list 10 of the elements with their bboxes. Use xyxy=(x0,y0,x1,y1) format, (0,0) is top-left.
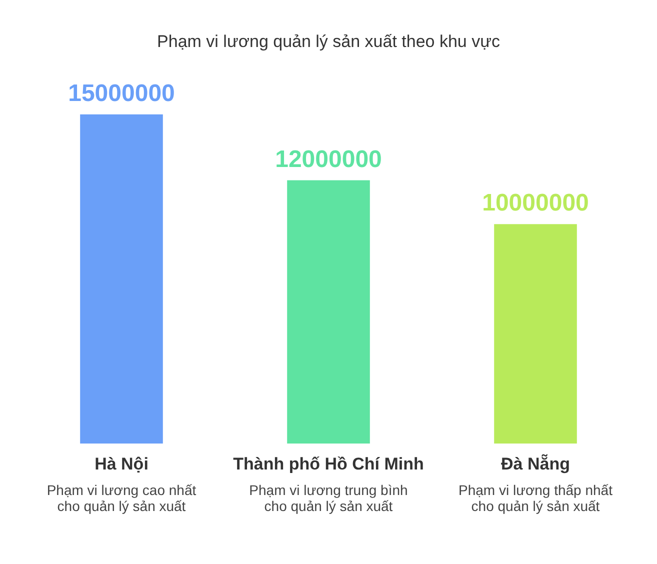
text: Phạm vi lương cao nhất cho quản lý sản xuất xyxy=(46,481,198,516)
x-tick-label: Đà Nẵng xyxy=(501,453,570,474)
chart-title: Phạm vi lương quản lý sản xuất theo khu vực xyxy=(157,32,500,51)
text: Phạm vi lương thấp nhất cho quản lý sản xuất xyxy=(458,481,614,516)
data-label: 10000000 xyxy=(482,190,589,217)
data-label: 15000000 xyxy=(68,80,175,107)
text: Phạm vi lương trung bình cho quản lý sản xuất xyxy=(248,481,409,516)
x-tick-label: Hà Nội xyxy=(94,454,148,474)
data-label: 12000000 xyxy=(275,146,382,173)
x-tick-label: Thành phố Hồ Chí Minh xyxy=(233,454,424,474)
